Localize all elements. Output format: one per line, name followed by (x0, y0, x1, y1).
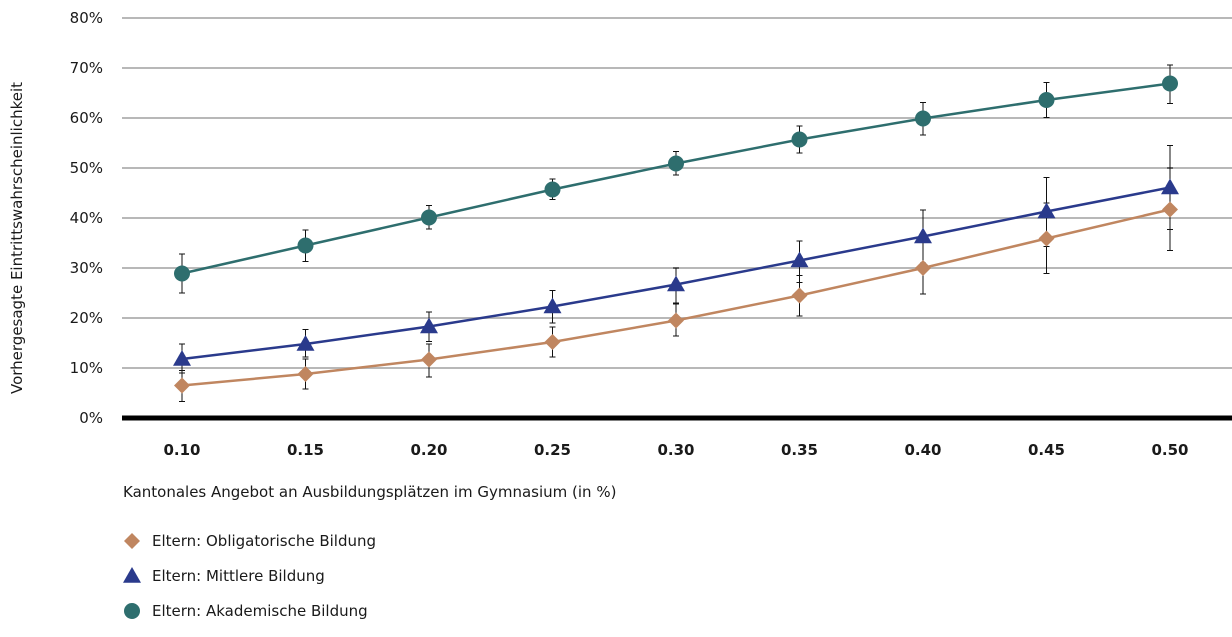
gridlines (122, 17, 1232, 421)
data-point (297, 366, 314, 382)
x-tick-label: 0.35 (781, 441, 818, 459)
legend-label: Eltern: Obligatorische Bildung (152, 532, 377, 550)
legend-marker (124, 533, 140, 549)
x-axis-ticks: 0.10 0.15 0.20 0.25 0.30 0.35 0.40 0.45 0.50 (163, 441, 1188, 459)
x-tick-label: 0.15 (287, 441, 324, 459)
data-point (174, 377, 190, 394)
x-tick-label: 0.45 (1028, 441, 1065, 459)
y-axis-ticks: 0% 10% 20% 30% 40% 50% 60% 70% 80% (70, 9, 103, 427)
data-point (667, 275, 685, 292)
data-point (543, 297, 562, 314)
data-point (1162, 75, 1178, 92)
x-tick-label: 0.20 (410, 441, 447, 459)
data-point (544, 334, 561, 350)
data-point (791, 287, 808, 304)
legend-label: Eltern: Mittlere Bildung (152, 567, 325, 585)
data-point (1038, 230, 1055, 247)
data-point (420, 317, 438, 334)
data-point (1162, 201, 1178, 218)
data-point (914, 227, 932, 244)
chart: 0%10%20%30%40%50%60%70%80% 0.10 0.15 0.20 0… (8, 9, 1232, 501)
legend-marker (123, 567, 141, 583)
data-point (668, 155, 684, 172)
x-tick-label: 0.25 (534, 441, 571, 459)
x-tick-label: 0.30 (657, 441, 694, 459)
y-tick-label: 20% (70, 309, 103, 327)
y-tick-label: 30% (70, 259, 103, 277)
legend-marker-icon (124, 603, 140, 619)
legend-item: Eltern: Obligatorische Bildung (122, 532, 376, 550)
x-axis-label: Kantonales Angebot an Ausbildungsplätzen… (123, 483, 616, 501)
data-point (421, 209, 437, 226)
legend-marker-icon (123, 567, 141, 583)
data-point (915, 260, 931, 276)
y-tick-label: 70% (70, 59, 103, 77)
data-point (296, 335, 315, 351)
series-lines (181, 82, 1171, 387)
data-point (791, 131, 808, 148)
y-tick-label: 10% (70, 359, 103, 377)
data-point (174, 265, 190, 282)
y-tick-label: 50% (70, 159, 103, 177)
error-bars (179, 64, 1173, 402)
y-tick-label: 0% (79, 409, 103, 427)
y-tick-label: 60% (70, 109, 103, 127)
data-point (668, 312, 684, 329)
legend-marker-icon (124, 533, 140, 549)
data-point (790, 251, 809, 268)
legend-label: Eltern: Akademische Bildung (152, 602, 368, 620)
y-axis-label: Vorhergesagte Eintrittswahrscheinlichkei… (8, 82, 26, 394)
data-point (1161, 178, 1179, 195)
data-point (297, 237, 314, 254)
legend-marker (124, 603, 140, 619)
series-markers (173, 75, 1179, 394)
data-point (1038, 92, 1055, 108)
data-point (421, 351, 437, 368)
legend-item: Eltern: Akademische Bildung (122, 602, 376, 620)
x-tick-label: 0.50 (1151, 441, 1188, 459)
x-tick-label: 0.10 (163, 441, 200, 459)
data-point (1037, 202, 1056, 219)
y-tick-label: 40% (70, 209, 103, 227)
x-tick-label: 0.40 (904, 441, 941, 459)
legend: Eltern: Obligatorische Bildung Eltern: Mi… (122, 532, 376, 637)
data-point (544, 181, 561, 198)
data-point (915, 110, 931, 127)
legend-item: Eltern: Mittlere Bildung (122, 567, 376, 585)
data-point (173, 350, 191, 366)
y-tick-label: 80% (70, 9, 103, 27)
